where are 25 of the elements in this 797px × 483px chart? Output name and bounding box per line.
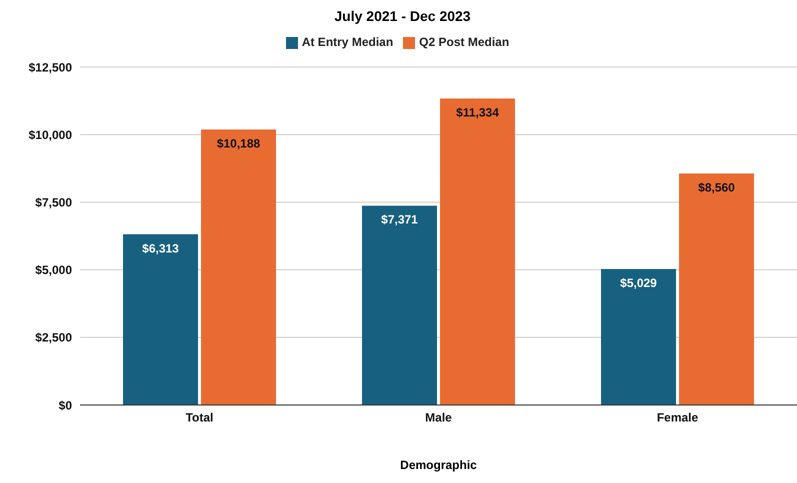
legend-label: At Entry Median	[302, 35, 394, 49]
bar	[601, 269, 676, 405]
bar	[679, 174, 754, 405]
y-tick-label: $0	[58, 398, 72, 412]
data-label: $10,188	[216, 136, 261, 151]
legend-label: Q2 Post Median	[419, 35, 510, 49]
data-label: $5,029	[620, 276, 658, 290]
y-tick-label: $10,000	[28, 128, 72, 142]
x-tick-label: Male	[425, 410, 452, 425]
data-label: $8,560	[698, 180, 736, 195]
x-tick-label: Female	[656, 410, 698, 425]
y-tick-label: $5,000	[35, 263, 72, 278]
bar	[123, 234, 198, 405]
x-axis-title: Demographic	[399, 458, 478, 472]
y-tick-label: $2,500	[35, 330, 72, 345]
data-label: $7,371	[381, 212, 418, 227]
y-tick-label: $7,500	[35, 195, 72, 210]
chart-title: July 2021 - Dec 2023	[333, 8, 472, 26]
y-tick-label: $12,500	[28, 60, 72, 74]
x-tick-label: Total	[186, 410, 214, 425]
bar	[362, 206, 438, 405]
data-label: $11,334	[456, 106, 500, 120]
bar	[440, 98, 516, 405]
bar	[201, 130, 276, 405]
data-label: $6,313	[142, 241, 180, 256]
